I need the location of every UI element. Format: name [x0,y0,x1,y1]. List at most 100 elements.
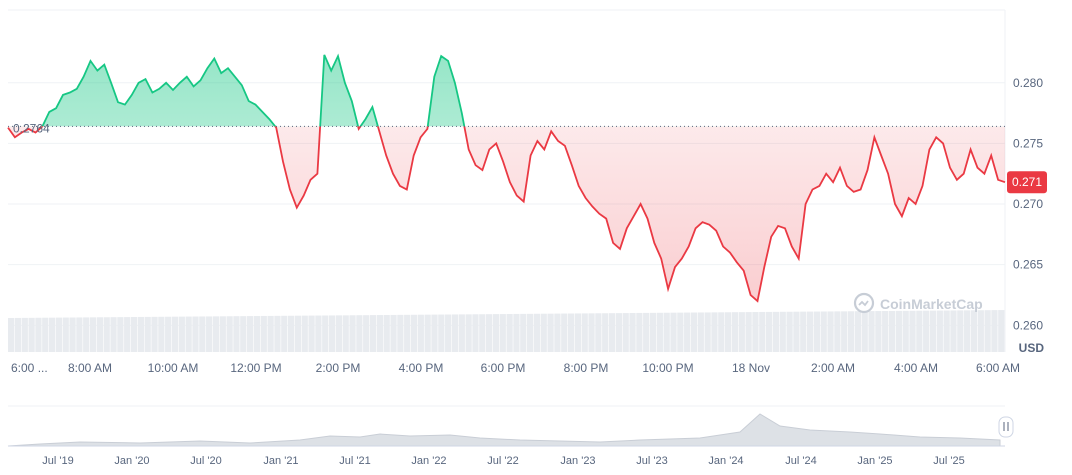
volume-bar [622,313,629,352]
volume-bar [520,313,527,352]
price-area-below [8,126,1005,302]
baseline-label: 0.2764 [13,121,50,135]
volume-bar [499,314,506,352]
volume-bar [253,316,261,352]
navigator-ticks: Jul '19 Jan '20 Jul '20 Jan '21 Jul '21 Jan '… [42,455,964,467]
price-area [7,53,1006,303]
price-line-below [7,126,1006,303]
volume-bar [834,311,841,352]
volume-bar [178,316,185,352]
volume-bar [909,310,916,352]
volume-bar [322,315,329,352]
volume-bar [998,310,1005,352]
volume-bar [83,317,90,352]
volume-bar [916,310,923,352]
volume-bar [595,313,602,352]
navigator-tick-label: Jan '23 [560,455,595,467]
x-tick-label: 2:00 AM [811,361,855,375]
navigator-area [7,413,1001,447]
volume-bar [854,311,861,352]
volume-bar [199,316,206,352]
coinmarketcap-logo-icon [853,292,875,314]
volume-bar [363,315,370,352]
volume-bar [158,316,165,352]
x-tick-label: 10:00 PM [642,361,693,375]
volume-bar [294,315,302,352]
volume-bar [281,315,288,352]
volume-bar [130,317,138,352]
volume-bar [458,314,465,352]
volume-bar [649,312,657,352]
navigator-tick-label: Jan '20 [114,455,149,467]
volume-bar [247,316,254,352]
volume-bar [677,312,684,352]
price-line-above [41,53,466,127]
volume-bar [547,313,554,352]
volume-bar [8,318,15,352]
volume-bar [984,310,991,352]
volume-bar [260,315,267,352]
y-tick-label: 0.260 [1013,318,1043,332]
volume-bar [991,310,998,352]
volume-bar [970,310,978,352]
volume-bar [793,311,800,352]
volume-bar [656,312,663,352]
volume-bar [48,317,56,352]
volume-bar [943,310,950,352]
volume-bar [226,316,233,352]
volume-bar [185,316,192,352]
volume-bar [28,317,35,352]
navigator-handle[interactable] [998,416,1014,438]
volume-bar [738,312,745,352]
volume-bar [786,311,793,352]
x-tick-label: 18 Nov [732,361,770,375]
volume-bar [315,315,322,352]
volume-bar [554,313,561,352]
x-tick-label: 4:00 PM [399,361,444,375]
volume-bar [875,311,882,352]
volume-bar [301,315,308,352]
volume-bar [765,311,773,352]
volume-bar [356,315,363,352]
volume-bar [103,317,110,352]
volume-bar [936,310,943,352]
volume-bar [151,316,158,352]
volume-bar [42,317,49,352]
x-tick-label: 4:00 AM [894,361,938,375]
volume-bar [902,310,909,352]
y-tick-label: 0.280 [1013,76,1043,90]
volume-bar [964,310,971,352]
volume-bar [561,313,568,352]
x-tick-label: 6:00 AM [976,361,1020,375]
volume-bar [526,313,534,352]
volume-bar [745,312,752,352]
volume-bar [800,311,807,352]
volume-bar [704,312,711,352]
volume-bar [950,310,957,352]
volume-bar [540,313,547,352]
volume-bar [574,313,582,352]
volume-bar [888,310,896,352]
current-price-label: 0.271 [1012,175,1042,189]
volume-bar [608,313,616,352]
navigator-tick-label: Jan '21 [263,455,298,467]
volume-bar [369,315,377,352]
range-navigator[interactable]: Jul '19 Jan '20 Jul '20 Jan '21 Jul '21 Jan '… [7,405,1014,467]
volume-bar [513,313,520,352]
volume-bar [76,317,83,352]
volume-bar [137,316,144,352]
volume-bar [820,311,827,352]
volume-bar [684,312,691,352]
volume-bar [287,315,295,352]
volume-bar [55,317,63,352]
volume-bar [697,312,704,352]
volume-bar [376,315,383,352]
volume-bar [35,317,42,352]
volume-bar [813,311,821,352]
watermark-text: CoinMarketCap [880,296,983,312]
volume-bar [206,316,213,352]
volume-bar [759,311,766,352]
navigator-tick-label: Jan '22 [411,455,446,467]
volume-bar [417,314,424,352]
x-tick-label: 12:00 PM [230,361,281,375]
